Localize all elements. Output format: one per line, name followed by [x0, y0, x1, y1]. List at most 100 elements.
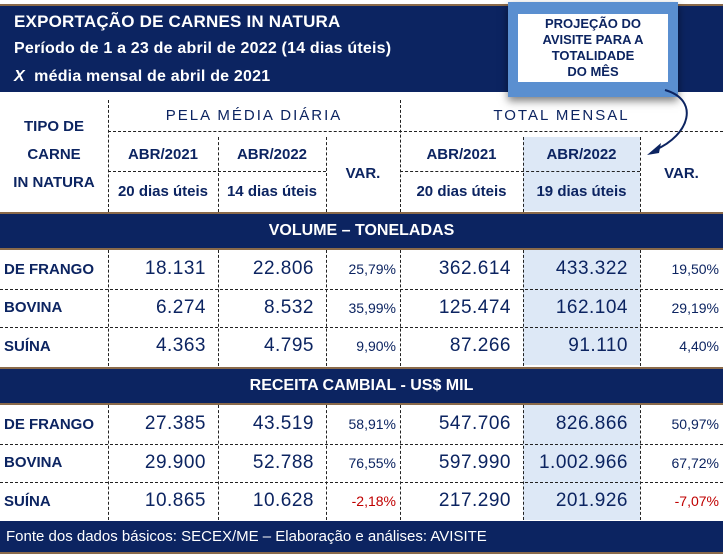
variation-cell: 29,19%	[671, 299, 719, 316]
value-cell: 1.002.966	[538, 451, 628, 473]
table-row: DE FRANGO 27.385 43.519 58,91% 547.706 826.86…	[0, 405, 723, 443]
projection-line: TOTALIDADE	[551, 48, 635, 63]
divider	[400, 171, 640, 172]
projection-line: PROJEÇÃO DO	[544, 16, 642, 31]
tipo-header: TIPO DE CARNE IN NATURA	[0, 100, 108, 210]
divider	[523, 405, 524, 520]
divider	[108, 171, 326, 172]
variation-cell: 50,97%	[671, 416, 719, 432]
projection-callout: PROJEÇÃO DO AVISITE PARA A TOTALIDADE DO…	[508, 2, 678, 97]
value-cell: 10.628	[252, 490, 314, 511]
divider	[326, 137, 327, 212]
value-cell: 6.274	[155, 296, 206, 318]
value-cell: 547.706	[438, 413, 511, 434]
value-cell: 433.322	[555, 258, 628, 279]
divider	[0, 482, 723, 483]
divider	[218, 250, 219, 366]
col-days: 19 dias úteis	[536, 182, 627, 200]
value-cell: 4.363	[155, 335, 206, 356]
divider	[108, 250, 109, 366]
divider	[218, 137, 219, 212]
projection-line: AVISITE PARA A	[542, 32, 644, 47]
value-cell: 597.990	[438, 451, 511, 473]
col-days: 14 dias úteis	[226, 182, 318, 200]
value-cell: 362.614	[438, 258, 511, 279]
value-cell: 91.110	[568, 335, 628, 356]
title-line3: X média mensal de abril de 2021	[14, 68, 270, 86]
tipo-line: IN NATURA	[13, 174, 95, 191]
value-cell: 162.104	[555, 296, 628, 318]
value-cell: 8.532	[263, 296, 314, 318]
divider	[0, 288, 723, 290]
table-row: BOVINA 6.274 8.532 35,99% 125.474 162.104 29,1…	[0, 289, 723, 327]
col-month: ABR/2021	[426, 145, 497, 163]
projection-line: DO MÊS	[567, 64, 619, 79]
value-cell: 826.866	[555, 413, 628, 434]
value-cell: 217.290	[438, 490, 511, 511]
variation-cell: -7,07%	[674, 493, 719, 509]
divider	[108, 405, 109, 520]
divider	[523, 250, 524, 366]
value-cell: 4.795	[263, 335, 314, 356]
value-cell: 22.806	[252, 258, 314, 279]
divider	[108, 131, 723, 132]
tipo-line: TIPO DE	[23, 118, 84, 135]
table-row: DE FRANGO 18.131 22.806 25,79% 362.614 433.32…	[0, 250, 723, 288]
divider	[326, 250, 327, 366]
divider	[400, 100, 401, 212]
tipo-line: CARNE	[27, 146, 81, 163]
highlight-column	[523, 405, 640, 520]
title-x: X	[14, 68, 25, 85]
row-label: DE FRANGO	[4, 260, 94, 278]
divider	[640, 405, 641, 520]
divider	[326, 405, 327, 520]
col-month: ABR/2022	[546, 145, 617, 163]
value-cell: 18.131	[144, 258, 206, 279]
title-line3-text: média mensal de abril de 2021	[34, 68, 271, 85]
value-cell: 10.865	[144, 490, 206, 511]
table-row: BOVINA 29.900 52.788 76,55% 597.990 1.002.966…	[0, 444, 723, 482]
volume-section-header: VOLUME – TONELADAS	[0, 212, 723, 250]
value-cell: 52.788	[252, 451, 314, 473]
value-cell: 87.266	[449, 335, 511, 356]
variation-cell: -2,18%	[351, 493, 396, 509]
highlight-column-header	[523, 137, 640, 211]
row-label: SUÍNA	[4, 337, 51, 355]
col-var: VAR.	[664, 165, 699, 182]
divider	[0, 327, 723, 328]
variation-cell: 19,50%	[671, 261, 719, 277]
value-cell: 27.385	[144, 413, 206, 434]
col-days: 20 dias úteis	[416, 182, 507, 200]
title-line1: EXPORTAÇÃO DE CARNES IN NATURA	[14, 12, 341, 31]
divider	[108, 100, 109, 212]
col-var: VAR.	[345, 165, 381, 182]
table-row: SUÍNA 4.363 4.795 9,90% 87.266 91.110 4,40%	[0, 327, 723, 365]
col-days: 20 dias úteis	[117, 182, 209, 200]
divider	[400, 405, 401, 520]
receita-section-header: RECEITA CAMBIAL - US$ MIL	[0, 367, 723, 405]
value-cell: 43.519	[252, 413, 314, 434]
variation-cell: 76,55%	[348, 454, 396, 471]
title-line2: Período de 1 a 23 de abril de 2022 (14 d…	[14, 40, 392, 57]
row-label: DE FRANGO	[4, 415, 94, 433]
row-label: BOVINA	[4, 454, 63, 471]
variation-cell: 35,99%	[348, 299, 396, 316]
divider	[640, 250, 641, 366]
divider	[218, 405, 219, 520]
divider	[0, 443, 723, 445]
variation-cell: 4,40%	[679, 338, 719, 354]
variation-cell: 58,91%	[348, 416, 396, 432]
row-label: BOVINA	[4, 299, 63, 316]
variation-cell: 9,90%	[356, 338, 396, 354]
col-month: ABR/2022	[236, 145, 308, 163]
value-cell: 29.900	[144, 451, 206, 473]
divider	[400, 250, 401, 366]
value-cell: 201.926	[555, 490, 628, 511]
highlight-column	[523, 250, 640, 365]
value-cell: 125.474	[438, 296, 511, 318]
divider	[640, 137, 641, 212]
divider	[523, 137, 524, 212]
variation-cell: 67,72%	[671, 454, 719, 471]
media-diaria-header: PELA MÉDIA DIÁRIA	[165, 106, 343, 124]
variation-cell: 25,79%	[348, 261, 396, 277]
